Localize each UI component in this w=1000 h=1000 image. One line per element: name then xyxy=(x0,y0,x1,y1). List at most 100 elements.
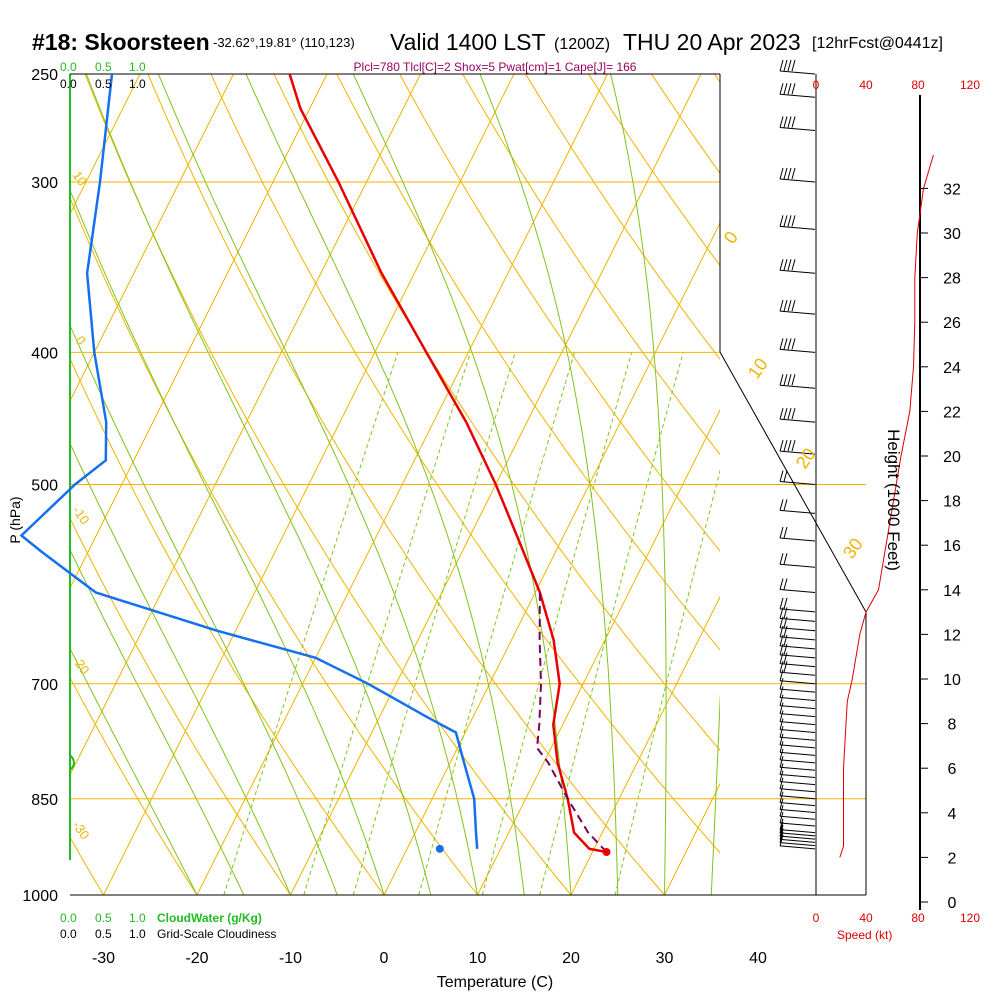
wind-barb xyxy=(779,845,816,850)
wind-barb-feather xyxy=(779,59,784,72)
wind-barb-feather xyxy=(779,770,784,782)
wind-barb-feather xyxy=(779,694,784,706)
pressure-tick-label: 1000 xyxy=(22,888,58,905)
wind-barb-feather xyxy=(779,407,784,420)
wind-barb-feather xyxy=(791,259,796,271)
wind-barb-feather xyxy=(783,643,788,655)
wind-barb xyxy=(779,713,816,718)
wind-barb xyxy=(779,671,816,676)
wind-barb xyxy=(779,310,816,315)
wind-barb-feather xyxy=(791,374,796,386)
pressure-tick-label: 700 xyxy=(31,677,58,694)
dry-adiabat-line xyxy=(336,74,720,651)
wind-barb xyxy=(779,680,816,685)
wind-barb-feather xyxy=(783,83,788,95)
dry-adiabat-lines xyxy=(70,74,720,895)
frame-right-slant xyxy=(719,351,867,895)
wind-barb-feather xyxy=(783,652,788,664)
mixing-ratio-label: 5 xyxy=(433,899,451,914)
wind-barb-feather xyxy=(779,669,784,681)
wind-barb xyxy=(779,744,816,749)
wind-barb xyxy=(779,348,816,353)
top-cloudiness-scale-05: 0.5 xyxy=(95,77,112,91)
top-cloudwater-scale-05: 0.5 xyxy=(95,60,112,74)
pressure-tick-label: 250 xyxy=(31,67,58,84)
wind-barb-feather xyxy=(779,821,784,834)
moist-adiabat-line xyxy=(157,74,478,895)
wind-barb-feather xyxy=(779,597,784,610)
wind-barb-feather xyxy=(779,710,784,722)
wind-barb xyxy=(779,736,816,741)
forecast-run: [12hrFcst@0441z] xyxy=(812,35,943,52)
height-tick-label: 4 xyxy=(948,806,957,823)
wind-barb xyxy=(779,795,816,800)
speed-tick-label-top: 120 xyxy=(960,78,980,92)
wind-barb-feather xyxy=(783,634,788,647)
wind-barb xyxy=(779,654,816,659)
wind-barb-feather xyxy=(791,299,796,312)
top-cloudiness-scale-0: 0.0 xyxy=(60,77,77,91)
wind-barb xyxy=(779,450,816,455)
wind-barb-feather xyxy=(779,299,784,312)
wind-barb-feather xyxy=(791,215,796,227)
wind-barb xyxy=(779,809,816,814)
speed-tick-label-top: 0 xyxy=(813,78,820,92)
height-tick-label: 0 xyxy=(948,895,957,912)
moist-adiabat-line xyxy=(70,442,291,895)
wind-barb xyxy=(779,126,816,131)
cloudwater-trace xyxy=(69,754,75,771)
wind-barb-feather xyxy=(779,215,784,227)
wind-barb-feather xyxy=(779,652,784,664)
wind-barb-feather xyxy=(787,374,792,386)
mixing-ratio-label: 2 xyxy=(319,899,337,914)
speed-tick-label-top: 40 xyxy=(859,78,873,92)
wind-barb-feather xyxy=(779,338,784,350)
sounding-series xyxy=(19,73,611,857)
wind-barb-feather xyxy=(779,116,784,128)
wind-barb xyxy=(779,766,816,771)
wind-barbs xyxy=(779,59,816,850)
wind-barb xyxy=(779,225,816,230)
height-tick-label: 14 xyxy=(943,583,961,600)
wind-barb-feather xyxy=(787,167,792,180)
wind-barb xyxy=(779,832,816,837)
height-axis-title: Height (1000 Feet) xyxy=(884,429,903,571)
station-coords: -32.62°,19.81° (110,123) xyxy=(213,35,355,50)
top-cloudiness-scale-1: 1.0 xyxy=(129,77,146,91)
wind-barb xyxy=(779,178,816,183)
wind-barb-feather xyxy=(787,338,792,350)
speed-profile-line xyxy=(839,154,934,858)
cloudwater-scale-1: 1.0 xyxy=(129,911,146,925)
wind-barb-feather xyxy=(787,83,792,95)
wind-barb-feather xyxy=(779,259,784,271)
height-tick-label: 16 xyxy=(943,538,961,555)
wind-barb xyxy=(779,781,816,786)
isotherm-label: 10 xyxy=(744,354,772,382)
height-tick-label: 2 xyxy=(948,850,957,867)
mixing-ratio-label: 8 xyxy=(497,899,515,914)
wind-barb xyxy=(779,481,816,485)
wind-barb-feather xyxy=(779,733,784,745)
mixing-ratio-lines: 1 2 3 5 8 12 20 xyxy=(223,352,720,914)
wind-barb-feather xyxy=(779,784,784,796)
surface-dewpoint-marker xyxy=(435,844,444,853)
wind-barb-feather xyxy=(779,526,784,539)
adiabat-label: 0 xyxy=(73,333,89,348)
dry-adiabat-line xyxy=(70,357,385,895)
wind-barb-feather xyxy=(779,741,784,753)
cloudwater-label: CloudWater (g/Kg) xyxy=(157,911,262,925)
wind-barb-feather xyxy=(783,526,788,539)
wind-barb-feather xyxy=(791,167,796,180)
wind-barb-feather xyxy=(791,439,796,452)
temperature-tick-label: 40 xyxy=(749,950,767,967)
wind-barb xyxy=(779,815,816,820)
wind-barb xyxy=(779,751,816,756)
adiabat-label: -20 xyxy=(70,653,93,677)
dry-adiabat-line xyxy=(587,74,720,267)
temperature-tick-label: -20 xyxy=(185,950,208,967)
indices-line: Plcl=780 Tlcl[C]=2 Shox=5 Pwat[cm]=1 Cap… xyxy=(354,60,637,74)
adiabat-label: 10 xyxy=(70,168,91,188)
wind-barb-feather xyxy=(779,748,784,760)
moist-adiabat-line xyxy=(479,74,619,895)
